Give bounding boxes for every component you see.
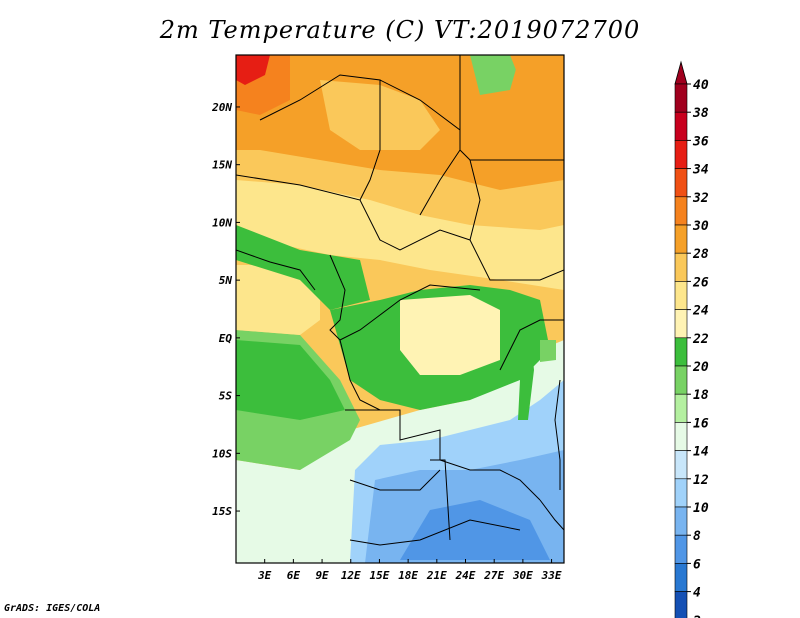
colorbar-segment (674, 506, 688, 536)
longitude-axis: 3E 6E 9E 12E 15E 18E 21E 24E 27E 30E 33E (257, 559, 562, 582)
colorbar-label: 16 (693, 416, 709, 431)
lat-tick-label: EQ (219, 332, 233, 345)
colorbar-label: 38 (692, 106, 709, 121)
temperature-field (236, 55, 564, 563)
colorbar-label: 40 (693, 78, 709, 93)
colorbar-label: 34 (692, 163, 709, 178)
colorbar-label: 14 (693, 445, 709, 460)
colorbar-label: 4 (693, 586, 701, 601)
lat-tick-label: 15S (212, 505, 232, 518)
lat-tick-label: 10N (212, 216, 232, 229)
colorbar: 40 38 36 34 32 30 28 26 24 22 20 18 16 14 12 10 8 6 4 2 (674, 60, 709, 618)
credit-text: GrADS: IGES/COLA (4, 603, 101, 614)
colorbar-label: 30 (692, 219, 709, 234)
colorbar-label: 26 (692, 275, 709, 290)
lon-tick-label: 12E (341, 569, 361, 582)
lat-tick-label: 15N (212, 159, 232, 172)
lon-tick-label: 27E (483, 569, 504, 582)
latitude-axis: 20N 15N 10N 5N EQ 5S 10S 15S (211, 101, 240, 518)
colorbar-segment (674, 365, 688, 395)
colorbar-segment (674, 450, 688, 480)
colorbar-segment (674, 224, 688, 254)
colorbar-segment (674, 393, 688, 423)
colorbar-segment (674, 252, 688, 282)
lon-tick-label: 6E (287, 569, 301, 582)
colorbar-segment (674, 196, 688, 226)
lon-tick-label: 24E (455, 569, 476, 582)
lat-tick-label: 10S (212, 447, 232, 460)
colorbar-label: 28 (692, 247, 709, 262)
colorbar-label: 2 (692, 614, 701, 618)
map-frame (235, 54, 565, 564)
lat-tick-label: 5N (219, 274, 233, 287)
colorbar-max-arrow (674, 60, 688, 85)
colorbar-segment (674, 534, 688, 564)
lon-tick-label: 15E (370, 569, 390, 582)
colorbar-segment (674, 591, 688, 618)
colorbar-segment (674, 83, 688, 113)
colorbar-label: 12 (693, 473, 709, 488)
colorbar-label: 32 (692, 191, 709, 206)
colorbar-label: 6 (693, 557, 701, 572)
colorbar-segment (674, 337, 688, 367)
colorbar-segment (674, 309, 688, 339)
lon-tick-label: 33E (541, 569, 562, 582)
lon-tick-label: 18E (398, 569, 418, 582)
colorbar-label: 20 (692, 360, 709, 375)
lon-tick-label: 30E (512, 569, 533, 582)
colorbar-segment (674, 281, 688, 310)
lat-tick-label: 20N (211, 101, 232, 114)
colorbar-segment (674, 478, 688, 508)
colorbar-segment (674, 111, 688, 141)
colorbar-label: 24 (692, 304, 709, 319)
colorbar-label: 10 (693, 501, 709, 516)
lat-tick-label: 5S (219, 390, 233, 403)
colorbar-segment (674, 563, 688, 592)
colorbar-label: 18 (693, 388, 709, 403)
colorbar-label: 22 (692, 332, 709, 347)
map-title: 2m Temperature (C) VT:2019072700 (159, 16, 641, 44)
colorbar-label: 8 (693, 529, 701, 544)
colorbar-segment (674, 168, 688, 198)
colorbar-segment (674, 422, 688, 451)
lon-tick-label: 9E (315, 569, 329, 582)
country-borders (236, 55, 564, 546)
colorbar-segment (674, 140, 688, 169)
lon-tick-label: 21E (426, 569, 447, 582)
colorbar-label: 36 (692, 134, 709, 149)
lon-tick-label: 3E (257, 569, 272, 582)
